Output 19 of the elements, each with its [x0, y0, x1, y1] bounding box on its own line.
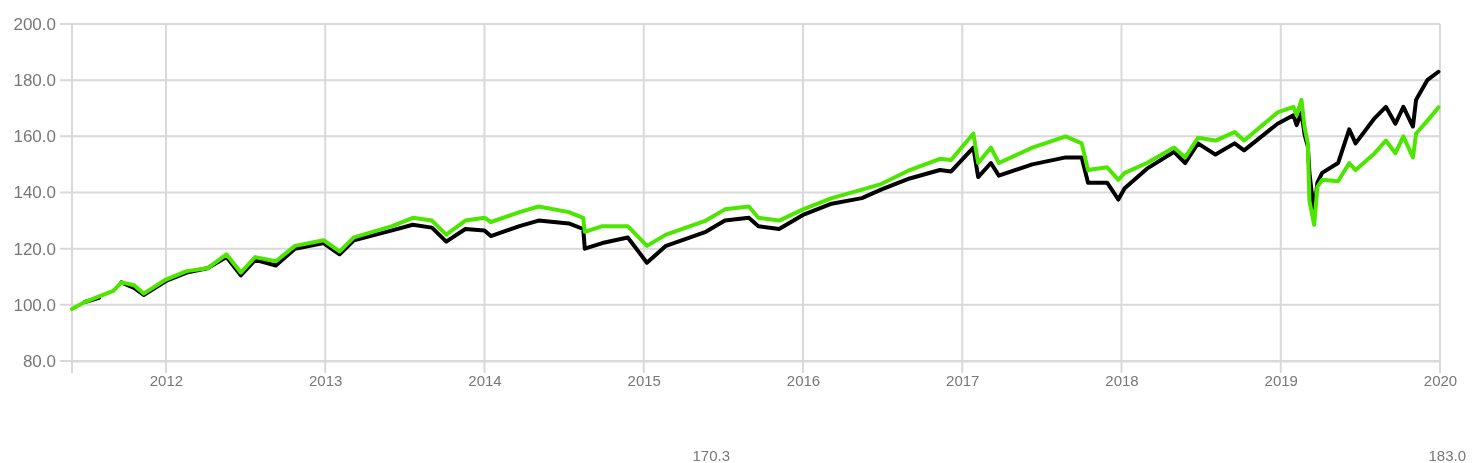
x-tick-label: 2016 — [786, 371, 821, 389]
text: 183.0 — [1428, 447, 1466, 463]
y-tick-label: 180.0 — [13, 71, 56, 91]
x-tick-label: 2014 — [468, 371, 502, 389]
x-tick-label: 2017 — [946, 371, 980, 389]
y-tick-label: 200.0 — [13, 14, 56, 34]
x-tick-label: 2013 — [309, 371, 343, 389]
y-tick-label: 160.0 — [13, 127, 56, 147]
x-tick-label: 2019 — [1264, 371, 1298, 389]
x-tick-label: 2020 — [1423, 371, 1458, 389]
text: 170.3 — [692, 447, 730, 463]
y-tick-label: 100.0 — [13, 295, 56, 315]
x-tick-label: 2018 — [1105, 371, 1139, 389]
y-tick-label: 120.0 — [13, 239, 56, 259]
y-tick-label: 140.0 — [13, 183, 56, 203]
x-tick-label: 2015 — [627, 371, 661, 389]
x-tick-label: 2012 — [149, 371, 184, 389]
line-series — [70, 97, 1441, 312]
y-tick-label: 80.0 — [22, 351, 56, 371]
